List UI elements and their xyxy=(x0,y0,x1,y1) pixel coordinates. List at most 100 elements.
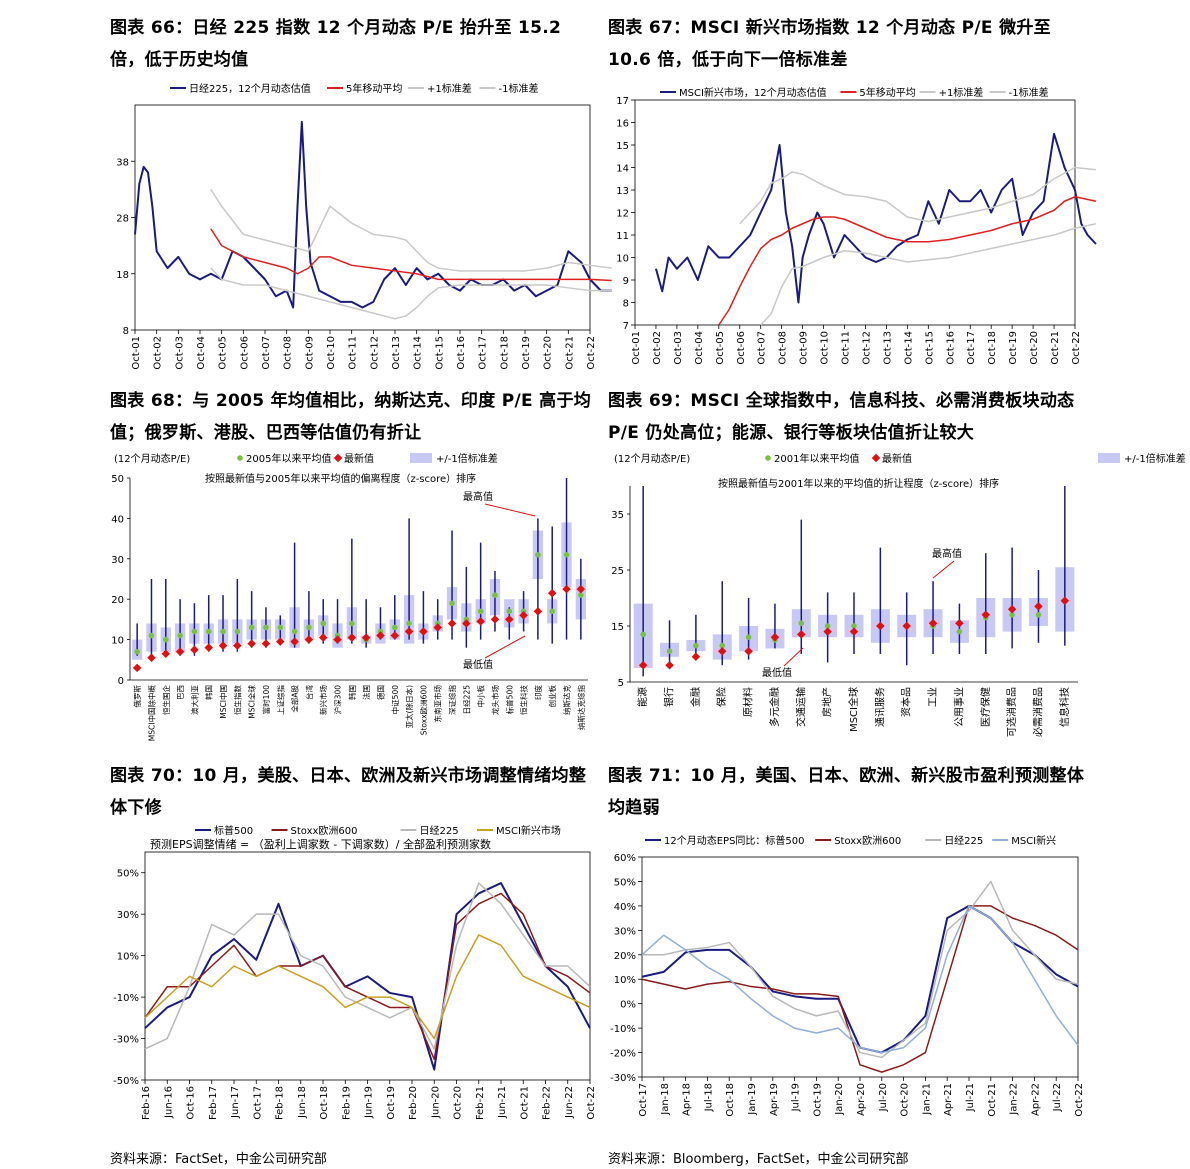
x-tick-label: Oct-16 xyxy=(186,1086,197,1120)
x-tick-label: Oct-21 xyxy=(1050,331,1061,365)
annotation-high: 最高值 xyxy=(932,547,962,560)
legend-avg-marker xyxy=(237,455,243,461)
y-tick-label: 38 xyxy=(116,157,129,168)
category-label: MSCI中国除中概 xyxy=(146,685,156,742)
x-tick-label: Oct-04 xyxy=(694,331,705,365)
x-tick-label: Jan-19 xyxy=(747,1083,758,1116)
panel-71: 图表 71：10 月，美国、日本、欧洲、新兴股市盈利预测整体均趋弱 xyxy=(608,760,1098,824)
chart-subtitle: 按照最新值与2005年以来平均值的偏离程度（z-score）排序 xyxy=(205,472,476,485)
category-label: 资本品 xyxy=(900,687,913,717)
category-label: 可选消费品 xyxy=(1005,687,1018,737)
latest-point xyxy=(744,646,753,656)
avg-point xyxy=(563,551,570,558)
x-tick-label: Jun-18 xyxy=(297,1086,308,1119)
y-tick-label: 17 xyxy=(616,96,629,107)
avg-point xyxy=(666,648,673,654)
series-line xyxy=(641,905,1079,1054)
x-tick-label: Jan-21 xyxy=(921,1083,932,1116)
x-tick-label: Oct-06 xyxy=(239,336,250,370)
y-tick-label: 25 xyxy=(611,566,624,577)
x-tick-label: Oct-17 xyxy=(252,1086,263,1120)
y-tick-label: 40% xyxy=(614,902,636,913)
avg-point xyxy=(406,620,412,627)
x-tick-label: Oct-05 xyxy=(715,331,726,365)
latest-point xyxy=(233,641,242,650)
x-tick-label: Feb-21 xyxy=(475,1086,486,1120)
category-label: MSCI全球 xyxy=(247,685,257,719)
latest-point xyxy=(447,619,457,628)
legend-label: Stoxx欧洲600 xyxy=(834,835,901,847)
category-label: 恒生科技 xyxy=(519,685,529,715)
latest-point xyxy=(190,645,199,654)
category-label: 通讯服务 xyxy=(873,687,886,727)
y-tick-label: 30% xyxy=(117,910,139,921)
panel-68: 图表 68：与 2005 年均值相比，纳斯达克、印度 P/E 高于均值；俄罗斯、… xyxy=(110,385,600,449)
latest-point xyxy=(849,627,859,636)
category-label: 富时100 xyxy=(261,685,271,715)
latest-point xyxy=(333,635,342,644)
y-tick-label: -10% xyxy=(610,1024,636,1035)
series-line xyxy=(642,880,1079,1059)
avg-point xyxy=(306,624,312,631)
annotation-low: 最低值 xyxy=(463,658,493,671)
annotation-high: 最高值 xyxy=(463,490,493,503)
y-tick-label: 50% xyxy=(614,877,636,888)
avg-point xyxy=(191,628,198,635)
latest-point xyxy=(261,639,271,648)
x-tick-label: Oct-09 xyxy=(799,331,810,365)
category-label: 亚太(除日本) xyxy=(404,685,414,728)
x-tick-label: Oct-20 xyxy=(900,1083,911,1117)
avg-point xyxy=(220,628,226,635)
legend-label: 最新值 xyxy=(344,452,374,465)
series-line xyxy=(144,882,591,1071)
x-tick-label: Oct-19 xyxy=(386,1086,397,1120)
category-label: 中小板 xyxy=(476,685,486,708)
latest-point xyxy=(665,660,674,670)
x-tick-label: Oct-06 xyxy=(736,331,747,365)
series-line xyxy=(641,904,1079,1054)
legend-label: MSCI新兴市场，12个月动态估值 xyxy=(679,86,827,99)
x-tick-label: Jan-20 xyxy=(834,1083,845,1116)
series-line xyxy=(210,228,612,282)
latest-point xyxy=(404,627,414,636)
panel-70: 图表 70：10 月，美股、日本、欧洲及新兴市场调整情绪均整体下修 xyxy=(110,760,600,824)
category-label: 金融 xyxy=(689,687,702,707)
latest-point xyxy=(823,627,832,636)
avg-point xyxy=(477,608,484,615)
y-tick-label: 9 xyxy=(623,276,629,287)
avg-point xyxy=(693,642,699,649)
avg-point xyxy=(798,620,805,626)
y-tick-label: 28 xyxy=(116,214,129,225)
legend-label: MSCI新兴 xyxy=(1011,834,1056,847)
x-tick-label: Oct-20 xyxy=(543,336,554,370)
x-tick-label: Jun-17 xyxy=(230,1086,241,1119)
avg-point xyxy=(449,600,455,607)
latest-point xyxy=(576,584,586,594)
category-label: 上证综指 xyxy=(275,685,285,715)
avg-point xyxy=(291,628,298,635)
avg-point xyxy=(506,608,513,615)
category-label: 信息科技 xyxy=(1058,687,1071,727)
category-label: 公用事业 xyxy=(952,687,965,727)
legend-label: 5年移动平均 xyxy=(859,86,915,99)
chart-subtitle: 按照最新值与2001年以来的平均值的折让程度（z-score）排序 xyxy=(718,477,999,490)
x-tick-label: Oct-22 xyxy=(1074,1083,1085,1117)
category-label: 台湾 xyxy=(304,685,314,700)
x-tick-label: Oct-14 xyxy=(903,331,914,365)
category-label: 恒生指数 xyxy=(232,685,242,715)
series-line xyxy=(144,882,591,1050)
series-line xyxy=(134,120,612,309)
y-tick-label: 0 xyxy=(118,676,124,687)
avg-point xyxy=(248,624,255,631)
x-tick-label: Jun-19 xyxy=(364,1086,375,1119)
y-tick-label: 12 xyxy=(616,209,629,220)
category-label: 工业 xyxy=(927,687,939,707)
latest-point xyxy=(218,641,228,650)
panel-title: 图表 69：MSCI 全球指数中，信息科技、必需消费板块动态 P/E 仍处高位；… xyxy=(608,391,1075,443)
series-line xyxy=(144,934,591,1040)
category-label: 沪深300 xyxy=(333,685,343,715)
legend-avg-marker xyxy=(765,455,771,461)
source-left: 资料来源：FactSet，中金公司研究部 xyxy=(110,1152,327,1167)
panel-title: 图表 68：与 2005 年均值相比，纳斯达克、印度 P/E 高于均值；俄罗斯、… xyxy=(110,391,592,443)
series-line xyxy=(760,223,1097,326)
